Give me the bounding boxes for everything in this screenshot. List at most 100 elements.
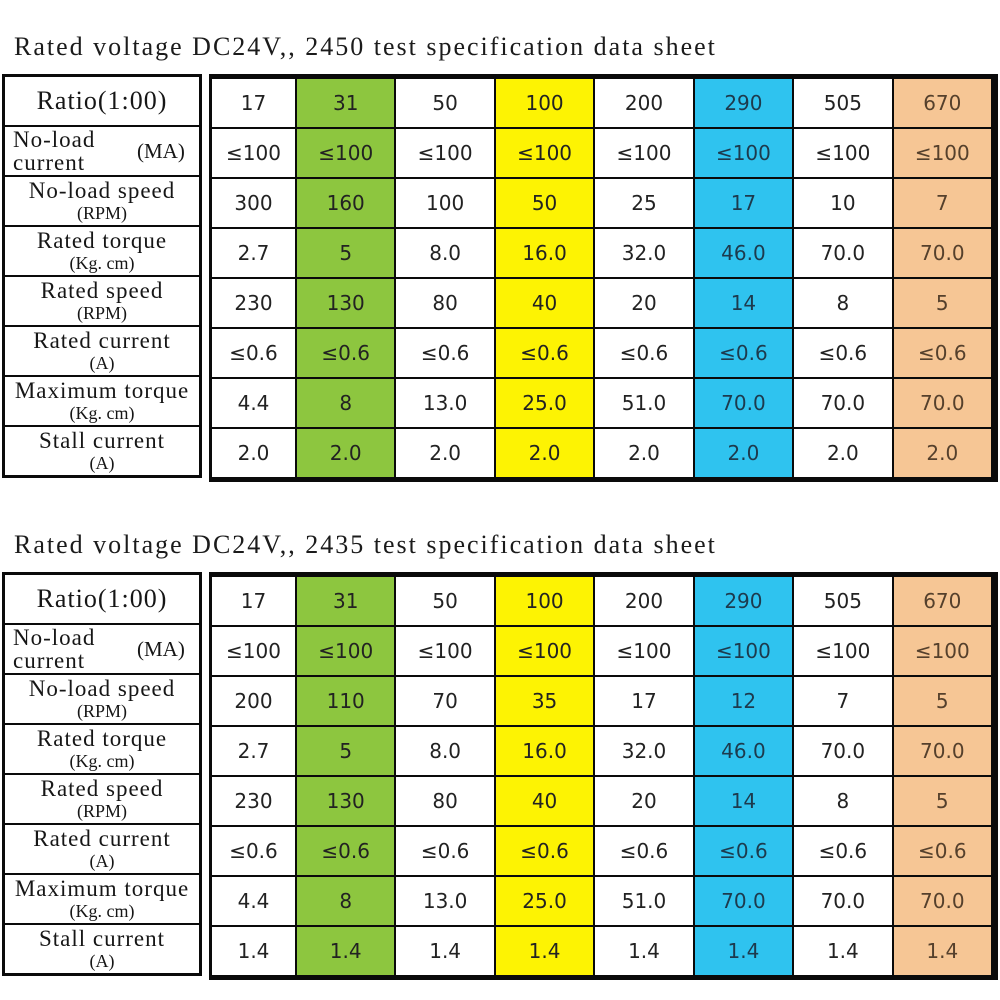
data-cell: 17	[212, 79, 295, 127]
data-cell: 70.0	[694, 877, 793, 925]
data-cell: 290	[694, 79, 793, 127]
data-cell: 505	[794, 577, 892, 625]
data-cell: 32.0	[595, 229, 693, 277]
row-label-unit: (Kg. cm)	[69, 900, 135, 921]
row-label-column: Ratio(1:00) No-load current (MA) No-load sp…	[2, 572, 202, 976]
data-cell: 17	[595, 677, 693, 725]
row-label-text: Maximum torque	[14, 876, 190, 902]
row-label-text: Stall current	[38, 926, 166, 952]
data-cell: 2.0	[297, 429, 395, 477]
data-cell: 70.0	[794, 379, 892, 427]
data-cell: ≤0.6	[495, 827, 594, 875]
data-cell: 70.0	[893, 877, 991, 925]
data-cell: 14	[694, 777, 793, 825]
row-label-text: Rated speed	[40, 776, 164, 802]
row-label: Ratio(1:00)	[5, 575, 199, 623]
data-cell: 25.0	[495, 379, 594, 427]
data-cell: 40	[495, 279, 594, 327]
row-label-text: Rated torque	[36, 228, 168, 254]
data-cell: 5	[297, 229, 395, 277]
data-cell: 2.0	[495, 429, 594, 477]
data-cell: 50	[495, 179, 594, 227]
row-label-text: Ratio(1:00)	[36, 584, 168, 614]
row-label: Rated speed (RPM)	[5, 775, 199, 823]
row-label-text: No-load current	[13, 625, 96, 673]
data-cell: 70.0	[794, 229, 892, 277]
data-cell: 505	[794, 79, 892, 127]
row-label-text: Stall current	[38, 428, 166, 454]
data-cell: ≤0.6	[396, 329, 494, 377]
data-cell: ≤100	[893, 129, 991, 177]
data-cell: 13.0	[396, 877, 494, 925]
data-cell: 1.4	[694, 927, 793, 975]
row-label-unit: (MA)	[137, 636, 185, 661]
data-cell: ≤100	[396, 627, 494, 675]
table-block-2450: Rated voltage DC24V,, 2450 test specific…	[2, 32, 998, 482]
data-cell: ≤0.6	[694, 827, 793, 875]
data-cell: 2.0	[595, 429, 693, 477]
data-cell: 5	[893, 677, 991, 725]
data-cell: 290	[694, 577, 793, 625]
data-cell: 50	[396, 577, 494, 625]
table-block-2435: Rated voltage DC24V,, 2435 test specific…	[2, 530, 998, 980]
row-label-text: No-load current	[13, 127, 96, 175]
data-cell: 80	[396, 777, 494, 825]
data-cell: 80	[396, 279, 494, 327]
data-cell: ≤0.6	[495, 329, 594, 377]
data-cell: 100	[495, 577, 594, 625]
row-label: No-load speed (RPM)	[5, 675, 199, 723]
data-cell: 8	[794, 279, 892, 327]
data-cell: 17	[212, 577, 295, 625]
data-cell: 2.0	[396, 429, 494, 477]
data-cell: 100	[396, 179, 494, 227]
data-cell: 130	[297, 777, 395, 825]
data-cell: 1.4	[893, 927, 991, 975]
row-label-unit: (MA)	[137, 138, 185, 163]
table-title-2435: Rated voltage DC24V,, 2435 test specific…	[14, 530, 717, 559]
row-label: Stall current (A)	[5, 925, 199, 973]
data-cell: 1.4	[794, 927, 892, 975]
data-cell: 670	[893, 577, 991, 625]
data-cell: ≤100	[694, 129, 793, 177]
data-cell: 46.0	[694, 229, 793, 277]
data-cell: 70	[396, 677, 494, 725]
table-title-2450: Rated voltage DC24V,, 2450 test specific…	[14, 32, 717, 61]
row-label: Rated torque (Kg. cm)	[5, 227, 199, 275]
data-cell: 130	[297, 279, 395, 327]
data-cell: ≤100	[495, 627, 594, 675]
data-cell: 200	[595, 577, 693, 625]
data-cell: 2.0	[893, 429, 991, 477]
row-label-text: Rated speed	[40, 278, 164, 304]
row-label-unit: (A)	[89, 950, 115, 971]
data-cell: ≤0.6	[595, 827, 693, 875]
data-cell: 70.0	[694, 379, 793, 427]
data-cell: 2.7	[212, 727, 295, 775]
data-cell: 8	[794, 777, 892, 825]
data-cell: 8	[297, 379, 395, 427]
data-cell: ≤100	[212, 627, 295, 675]
row-label: Stall current (A)	[5, 427, 199, 475]
data-cell: 8	[297, 877, 395, 925]
data-cell: ≤100	[297, 129, 395, 177]
row-label: Ratio(1:00)	[5, 77, 199, 125]
row-label-unit: (RPM)	[76, 302, 127, 323]
data-cell: 2.0	[694, 429, 793, 477]
data-cell: 16.0	[495, 727, 594, 775]
data-cell: 20	[595, 279, 693, 327]
data-cell: 70.0	[893, 229, 991, 277]
data-cell: ≤0.6	[794, 329, 892, 377]
data-cell: 100	[495, 79, 594, 127]
row-label-text: Maximum torque	[14, 378, 190, 404]
data-cell: 16.0	[495, 229, 594, 277]
data-cell: 8.0	[396, 727, 494, 775]
data-cell: ≤0.6	[212, 329, 295, 377]
row-label: Rated torque (Kg. cm)	[5, 725, 199, 773]
data-cell: 31	[297, 79, 395, 127]
row-label-unit: (RPM)	[76, 202, 127, 223]
data-cell: ≤100	[595, 627, 693, 675]
data-cell: ≤100	[595, 129, 693, 177]
row-label: Maximum torque (Kg. cm)	[5, 875, 199, 923]
data-cell: 35	[495, 677, 594, 725]
data-cell: 5	[893, 279, 991, 327]
data-cell: ≤0.6	[893, 329, 991, 377]
